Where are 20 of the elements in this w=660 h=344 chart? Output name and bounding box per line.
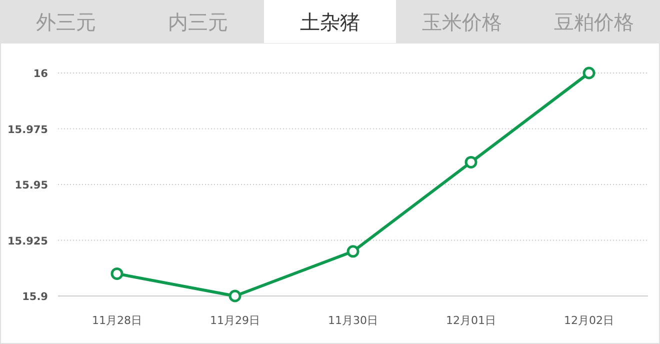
point (228, 290, 242, 302)
x-tick-label: 11月29日 (210, 314, 260, 327)
point (110, 267, 124, 280)
text: 豆粕价格 (554, 10, 634, 34)
y-tick-label: 16 (33, 68, 48, 80)
text: 内三元 (168, 10, 228, 34)
x-tick-label: 12月02日 (564, 314, 614, 327)
point (346, 245, 360, 258)
y-tick-label: 15.9 (22, 291, 48, 303)
y-tick-label: 15.925 (7, 235, 48, 248)
text: 外三元 (36, 10, 96, 34)
point (582, 66, 596, 80)
text: 玉米价格 (422, 10, 502, 34)
x-tick-label: 11月30日 (328, 314, 378, 327)
x-tick-label: 11月28日 (92, 314, 142, 327)
chart-title: 土杂猪 (300, 10, 360, 34)
y-tick-label: 15.975 (7, 124, 48, 136)
point (464, 156, 478, 168)
y-tick-label: 15.95 (14, 180, 48, 192)
x-tick-label: 12月01日 (446, 314, 496, 327)
